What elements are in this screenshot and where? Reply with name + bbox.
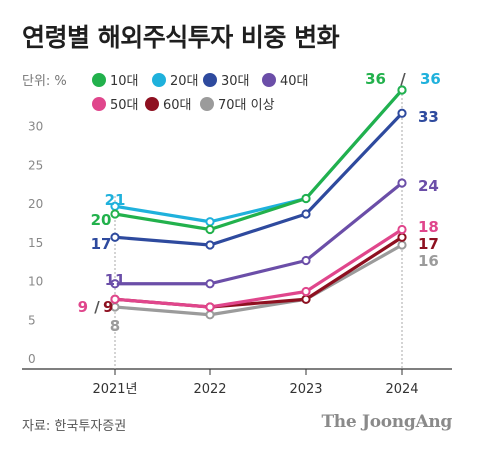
chart-title: 연령별 해외주식투자 비중 변화: [22, 23, 340, 52]
legend-label: 50대: [110, 98, 139, 113]
legend-item: 70대 이상: [200, 94, 275, 113]
legend-label: 30대: [221, 74, 250, 89]
data-label: 9: [103, 298, 113, 316]
data-point: [205, 279, 215, 289]
legend-swatch: [203, 72, 217, 87]
series-line: [114, 112, 404, 247]
legend-item: 60대: [145, 94, 192, 113]
x-tick-label: 2024: [385, 382, 418, 397]
y-tick-label: 15: [28, 236, 43, 250]
y-tick-label: 0: [28, 352, 36, 366]
data-label: 16: [418, 252, 439, 270]
data-label: 17: [91, 235, 112, 253]
data-point: [301, 286, 311, 297]
data-point: [110, 232, 120, 242]
legend-swatch: [200, 96, 214, 111]
x-tick-label: 2023: [289, 382, 322, 397]
legend-label: 20대: [170, 74, 199, 89]
series-line: [114, 243, 403, 317]
data-label: 33: [418, 108, 439, 126]
x-tick-label: 2021년: [92, 382, 137, 397]
data-label: 36: [365, 70, 386, 88]
data-point: [205, 240, 215, 250]
legend-item: 40대: [262, 70, 309, 89]
data-point: [397, 85, 407, 95]
legend-label: 40대: [280, 74, 309, 89]
data-point: [301, 193, 311, 204]
data-point: [397, 178, 407, 188]
series-line: [114, 88, 404, 232]
data-point: [301, 255, 311, 266]
legend-item: 50대: [92, 94, 139, 113]
data-label: 18: [418, 218, 439, 236]
y-tick-label: 30: [28, 120, 43, 134]
data-point: [397, 232, 407, 242]
data-point: [301, 294, 311, 304]
data-label: 9: [78, 298, 88, 316]
legend-swatch: [92, 96, 106, 111]
series-line: [114, 228, 403, 309]
data-point: [205, 310, 215, 320]
data-label: /: [94, 298, 100, 316]
data-point: [110, 209, 120, 219]
legend-swatch: [92, 72, 106, 87]
data-label: 21: [105, 191, 126, 209]
data-point: [205, 302, 215, 312]
legend-item: 20대: [152, 70, 199, 89]
data-label: 11: [105, 271, 126, 289]
y-tick-label: 20: [28, 197, 43, 211]
data-point: [205, 217, 215, 227]
brand-logo: The JoongAng: [321, 412, 452, 432]
legend-swatch: [262, 72, 276, 87]
y-tick-label: 10: [28, 275, 43, 289]
source-note: 자료: 한국투자증권: [22, 419, 127, 434]
data-point: [301, 209, 311, 219]
data-label: /: [400, 70, 406, 88]
data-label: 24: [418, 177, 439, 195]
legend-item: 30대: [203, 70, 250, 89]
data-point: [397, 240, 407, 250]
data-label: 36: [420, 70, 441, 88]
legend-item: 10대: [92, 70, 139, 89]
legend-swatch: [145, 96, 159, 111]
unit-label: 단위: %: [22, 74, 67, 89]
legend-label: 10대: [110, 74, 139, 89]
legend-swatch: [152, 72, 166, 87]
data-label: 20: [91, 211, 112, 229]
data-label: 8: [110, 317, 120, 335]
series-line: [115, 181, 404, 286]
data-point: [205, 224, 215, 235]
y-tick-label: 5: [28, 313, 36, 327]
y-tick-label: 25: [28, 158, 43, 172]
data-point: [110, 294, 120, 304]
data-label: 17: [418, 235, 439, 253]
data-point: [110, 279, 120, 289]
series-line: [114, 88, 404, 224]
data-point: [397, 108, 407, 118]
data-point: [397, 224, 407, 235]
legend-label: 70대 이상: [218, 98, 275, 113]
legend-label: 60대: [163, 98, 192, 113]
x-tick-label: 2022: [193, 382, 226, 397]
